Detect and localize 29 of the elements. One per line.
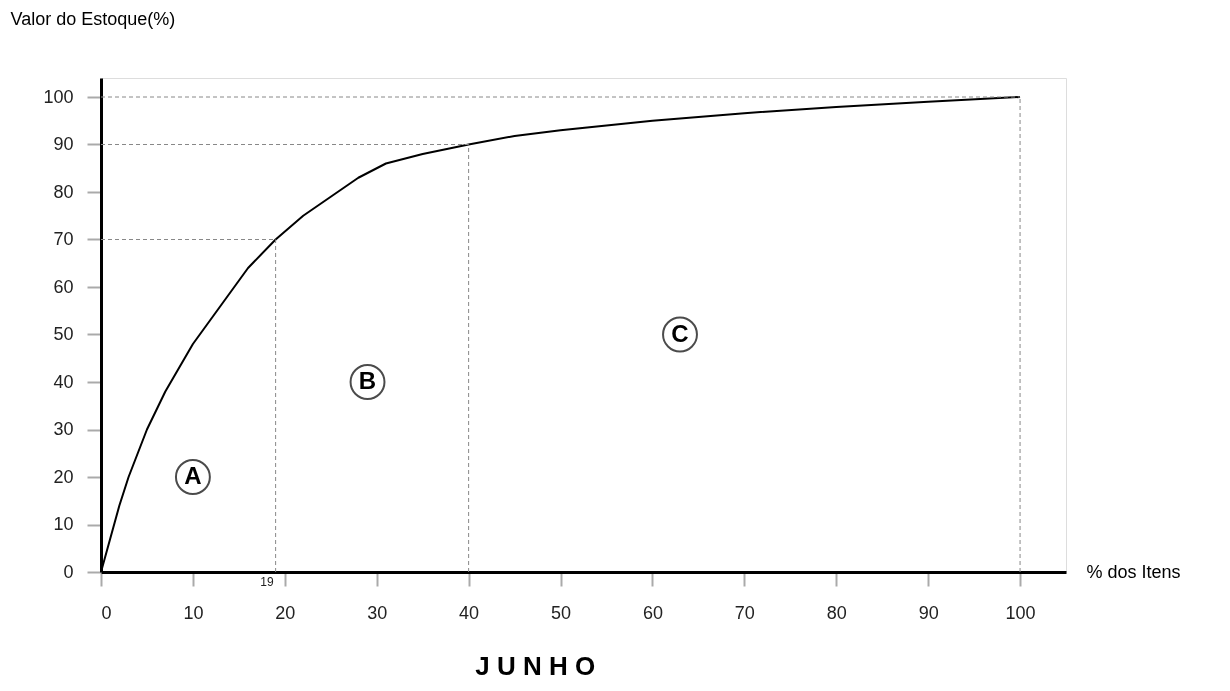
x-tick-label: 50 [551,602,572,623]
x-tick-label: 80 [826,602,847,623]
y-tick-label: 40 [53,371,74,392]
y-tick-label: 70 [53,229,74,249]
x-tick-label: 90 [918,602,939,623]
x-tick-label: 0 [101,602,112,623]
x-tick-label: 30 [367,602,388,623]
ref-line-label: 19 [260,575,274,589]
y-axis-title: Valor do Estoque(%) [10,8,176,29]
y-tick-label: 100 [43,86,74,107]
x-tick-label: 100 [1005,602,1036,623]
x-tick-label: 60 [642,602,663,623]
y-tick-label: 60 [53,276,74,297]
y-tick-label: 50 [53,324,74,344]
text: J U N H O [475,651,596,681]
y-tick-label: 20 [53,466,74,487]
x-axis-title: % dos Itens [1086,561,1181,582]
x-tick-label: 70 [734,602,755,623]
y-tick-label: 90 [53,134,74,154]
y-tick-label: 0 [63,561,74,582]
x-tick-label: 40 [459,602,480,623]
y-tick-label: 30 [53,419,74,439]
x-tick-label: 20 [275,602,296,623]
annotation: A [184,462,202,489]
annotation: B [358,367,377,394]
x-tick-label: 10 [183,602,204,623]
y-tick-label: 80 [53,181,74,202]
y-tick-label: 10 [53,514,74,534]
annotation: C [671,319,689,347]
